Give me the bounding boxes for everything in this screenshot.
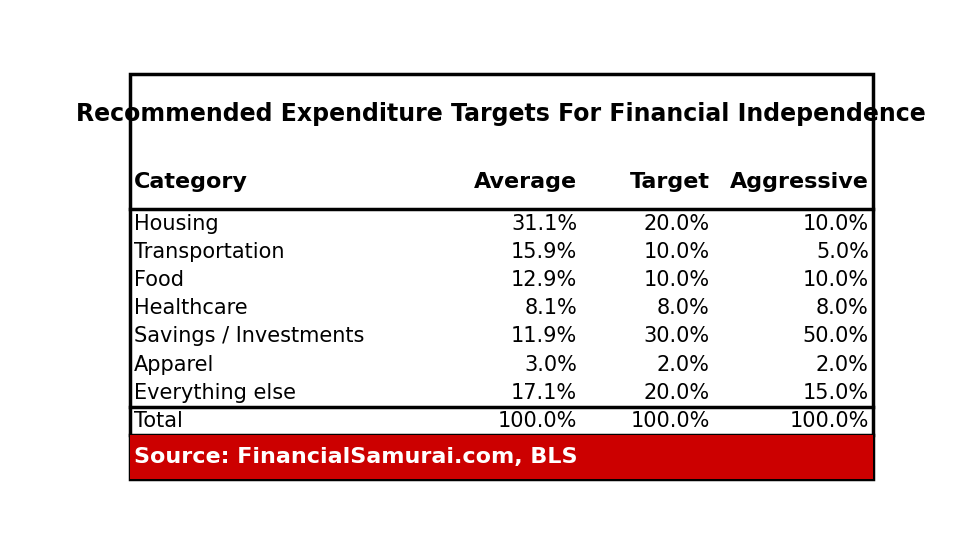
Text: Transportation: Transportation bbox=[134, 242, 284, 262]
Text: 31.1%: 31.1% bbox=[510, 213, 576, 233]
Text: Target: Target bbox=[629, 172, 709, 192]
Text: Category: Category bbox=[134, 172, 247, 192]
Text: 8.1%: 8.1% bbox=[524, 298, 576, 318]
Text: 10.0%: 10.0% bbox=[802, 213, 868, 233]
Text: 5.0%: 5.0% bbox=[815, 242, 868, 262]
Text: 15.9%: 15.9% bbox=[510, 242, 576, 262]
Text: 50.0%: 50.0% bbox=[802, 326, 868, 346]
Text: Total: Total bbox=[134, 411, 183, 431]
Text: 10.0%: 10.0% bbox=[802, 270, 868, 290]
Text: Food: Food bbox=[134, 270, 184, 290]
Text: Aggressive: Aggressive bbox=[729, 172, 868, 192]
FancyBboxPatch shape bbox=[130, 435, 871, 479]
FancyBboxPatch shape bbox=[130, 73, 871, 479]
Text: 17.1%: 17.1% bbox=[510, 383, 576, 403]
Text: 20.0%: 20.0% bbox=[643, 213, 709, 233]
Text: 15.0%: 15.0% bbox=[802, 383, 868, 403]
Text: 100.0%: 100.0% bbox=[629, 411, 709, 431]
Text: 12.9%: 12.9% bbox=[510, 270, 576, 290]
Text: 8.0%: 8.0% bbox=[657, 298, 709, 318]
Text: 10.0%: 10.0% bbox=[643, 270, 709, 290]
Text: Source: FinancialSamurai.com, BLS: Source: FinancialSamurai.com, BLS bbox=[134, 447, 576, 467]
Text: Healthcare: Healthcare bbox=[134, 298, 247, 318]
Text: Apparel: Apparel bbox=[134, 355, 214, 375]
Text: 100.0%: 100.0% bbox=[497, 411, 576, 431]
Text: Savings / Investments: Savings / Investments bbox=[134, 326, 363, 346]
Text: 20.0%: 20.0% bbox=[643, 383, 709, 403]
Text: 8.0%: 8.0% bbox=[815, 298, 868, 318]
Text: Housing: Housing bbox=[134, 213, 218, 233]
Text: 2.0%: 2.0% bbox=[657, 355, 709, 375]
Text: 3.0%: 3.0% bbox=[524, 355, 576, 375]
Text: 2.0%: 2.0% bbox=[815, 355, 868, 375]
Text: 100.0%: 100.0% bbox=[788, 411, 868, 431]
Text: Average: Average bbox=[474, 172, 576, 192]
Text: 11.9%: 11.9% bbox=[510, 326, 576, 346]
Text: 10.0%: 10.0% bbox=[643, 242, 709, 262]
Text: Recommended Expenditure Targets For Financial Independence: Recommended Expenditure Targets For Fina… bbox=[76, 102, 925, 127]
Text: 30.0%: 30.0% bbox=[643, 326, 709, 346]
Text: Everything else: Everything else bbox=[134, 383, 295, 403]
